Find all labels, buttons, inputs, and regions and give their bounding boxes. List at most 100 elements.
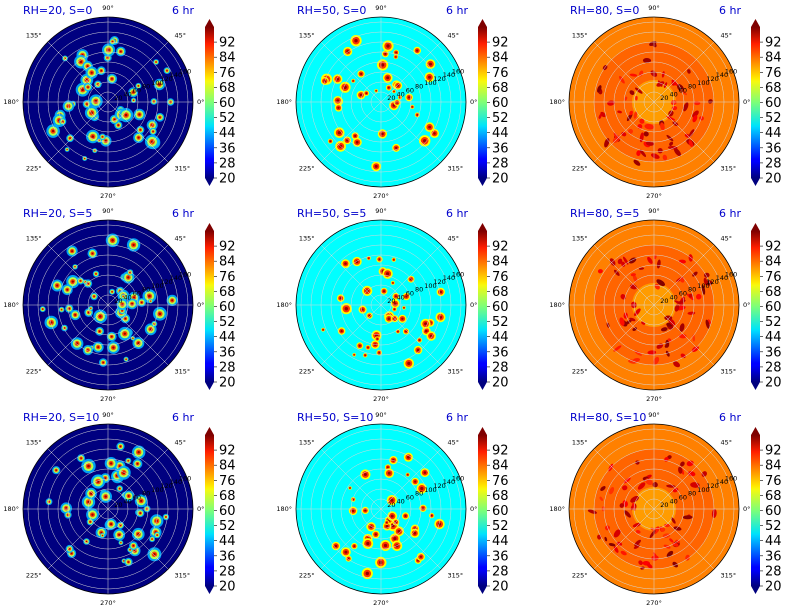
contour-blob: [637, 482, 646, 490]
contour-blob: [394, 295, 397, 298]
contour-blob: [711, 509, 717, 518]
colorbar-tick-label: 60: [492, 504, 509, 519]
contour-blob: [344, 307, 348, 311]
contour-blob: [624, 510, 631, 518]
radial-tick-label: 160: [452, 474, 464, 482]
radial-tick-label: 160: [725, 474, 737, 482]
radial-tick-label: 160: [725, 270, 737, 278]
radial-tick-label: 100: [151, 282, 163, 290]
contour-blob: [660, 122, 665, 131]
contour-blob: [111, 78, 113, 80]
angular-tick-label: 225°: [299, 368, 315, 376]
contour-blob: [56, 284, 59, 287]
contour-blob: [355, 260, 359, 263]
contour-blob: [423, 471, 427, 474]
contour-blob: [387, 466, 389, 469]
contour-blob: [112, 346, 115, 349]
colorbar-tick-label: 60: [219, 96, 236, 111]
contour-blob: [344, 550, 348, 554]
contour-blob: [132, 337, 134, 339]
polar-panel: 20 40 60 80 1001201401600°45°90°135°180°225°…: [276, 411, 508, 607]
colorbar-tick-label: 44: [765, 126, 782, 141]
contour-blob: [644, 123, 654, 130]
contour-blob: [397, 330, 399, 333]
contour-blob: [680, 461, 685, 467]
contour-blob: [692, 110, 699, 118]
colorbar-extend-max: [478, 19, 487, 27]
contour-blob: [90, 111, 93, 115]
angular-tick-label: 225°: [572, 165, 588, 173]
colorbar-extend-max: [205, 19, 214, 27]
radial-tick-label: 160: [179, 474, 191, 482]
angular-tick-label: 45°: [175, 439, 187, 447]
contour-blob: [90, 307, 92, 309]
angular-tick-label: 270°: [100, 192, 116, 200]
polar-panel: 20 40 60 80 1001201401600°45°90°135°180°225°…: [3, 411, 235, 607]
contour-blob: [127, 276, 130, 279]
contour-blob: [386, 76, 390, 80]
contour-blob: [633, 544, 640, 549]
polar-frame: [22, 423, 194, 595]
colorbar-tick-label: 28: [492, 564, 509, 579]
contour-blob: [666, 134, 674, 142]
contour-blob: [119, 50, 122, 53]
contour-blob: [437, 522, 442, 526]
contour-blob: [629, 73, 638, 77]
contour-blob: [61, 309, 63, 311]
angular-tick-label: 0°: [197, 301, 204, 309]
radial-tick-label: 40: [670, 497, 678, 505]
angular-tick-label: 0°: [470, 301, 477, 309]
colorbar-tick-label: 68: [492, 81, 509, 96]
radial-tick-label: 20: [660, 297, 668, 305]
contour-blob: [364, 509, 367, 512]
contour-blob: [613, 529, 621, 538]
colorbar-extend-min: [205, 382, 214, 390]
contour-blob: [140, 301, 143, 304]
colorbar-tick-label: 68: [492, 489, 509, 504]
polar-panel: 20 40 60 80 1001201401600°45°90°135°180°225°…: [549, 207, 781, 403]
angular-tick-label: 45°: [448, 439, 460, 447]
contour-blob: [384, 52, 387, 55]
colorbar-tick-label: 68: [219, 81, 236, 96]
contour-blob: [396, 84, 400, 87]
contour-blob: [133, 549, 136, 552]
contour-blob: [688, 254, 693, 262]
contour-blob: [136, 462, 139, 465]
angular-tick-label: 315°: [448, 572, 464, 580]
colorbar-tick-label: 36: [219, 549, 236, 564]
colorbar-tick-label: 68: [492, 285, 509, 300]
contour-blob: [666, 550, 674, 558]
angular-tick-label: 90°: [648, 207, 660, 215]
contour-blob: [104, 139, 107, 142]
contour-blob: [334, 544, 338, 548]
contour-blob: [71, 280, 75, 283]
contour-blob: [664, 343, 670, 348]
contour-blob: [688, 293, 693, 298]
angular-tick-label: 0°: [743, 98, 750, 106]
contour-blob: [692, 271, 698, 277]
contour-blob: [405, 330, 407, 333]
contour-blob: [393, 90, 395, 93]
colorbar-extend-max: [751, 19, 760, 27]
angular-tick-label: 45°: [175, 32, 187, 40]
contour-blob: [104, 477, 107, 479]
colorbar-tick-label: 36: [492, 345, 509, 360]
angular-gridline: [47, 101, 109, 163]
angular-gridline: [320, 41, 382, 103]
colorbar-tick-label: 20: [765, 376, 782, 391]
colorbar-body: [478, 435, 487, 586]
angular-gridline: [320, 244, 382, 306]
contour-blob: [660, 527, 666, 532]
colorbar-tick-label: 44: [219, 534, 236, 549]
angular-tick-label: 135°: [299, 439, 315, 447]
contour-blob: [430, 514, 433, 517]
panel-time-label: 6 hr: [719, 411, 741, 424]
contour-blob: [352, 80, 354, 82]
colorbar-tick-label: 68: [219, 489, 236, 504]
polar-frame: [295, 16, 467, 188]
angular-tick-label: 0°: [197, 98, 204, 106]
contour-blob: [79, 60, 83, 63]
contour-blob: [102, 535, 103, 536]
angular-tick-label: 270°: [100, 599, 116, 607]
